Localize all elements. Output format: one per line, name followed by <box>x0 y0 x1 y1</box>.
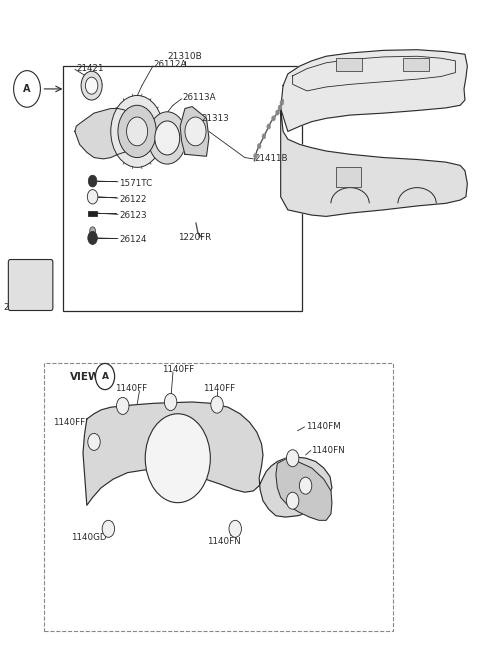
Circle shape <box>88 175 97 187</box>
Text: 1220FR: 1220FR <box>178 233 211 242</box>
Polygon shape <box>276 458 332 520</box>
Text: 26124: 26124 <box>120 235 147 244</box>
Text: A: A <box>23 84 31 94</box>
Polygon shape <box>180 107 209 157</box>
Circle shape <box>287 450 299 467</box>
Text: 26122: 26122 <box>120 195 147 204</box>
Text: 21421: 21421 <box>76 64 104 73</box>
Polygon shape <box>75 109 137 159</box>
Circle shape <box>278 105 282 110</box>
Circle shape <box>148 112 186 164</box>
Circle shape <box>117 398 129 415</box>
Text: A: A <box>102 372 108 381</box>
Circle shape <box>102 520 115 537</box>
Circle shape <box>229 520 241 537</box>
Circle shape <box>90 227 96 234</box>
Circle shape <box>267 124 271 129</box>
Circle shape <box>127 117 148 146</box>
Bar <box>88 210 97 216</box>
Circle shape <box>145 414 210 502</box>
Circle shape <box>280 100 284 105</box>
Circle shape <box>87 189 98 204</box>
Bar <box>44 364 393 631</box>
Circle shape <box>111 96 163 168</box>
Circle shape <box>262 134 266 139</box>
Text: 1571TC: 1571TC <box>120 179 153 187</box>
Text: 26113A: 26113A <box>182 93 216 102</box>
Text: 1140FF: 1140FF <box>53 418 85 427</box>
Bar <box>336 168 360 187</box>
Circle shape <box>96 364 115 390</box>
Circle shape <box>88 231 97 244</box>
Text: 26123: 26123 <box>120 211 147 220</box>
Circle shape <box>81 71 102 100</box>
Text: 21310B: 21310B <box>168 52 203 61</box>
Polygon shape <box>281 50 468 132</box>
Circle shape <box>118 105 156 158</box>
Bar <box>63 66 302 311</box>
Text: 1140FN: 1140FN <box>207 537 241 546</box>
Circle shape <box>88 434 100 451</box>
Text: 26300: 26300 <box>3 303 31 312</box>
Text: 1140FF: 1140FF <box>115 384 147 394</box>
Polygon shape <box>83 402 332 517</box>
Circle shape <box>287 492 299 509</box>
FancyBboxPatch shape <box>8 259 53 310</box>
Circle shape <box>272 116 276 121</box>
Circle shape <box>164 394 177 411</box>
Polygon shape <box>281 109 468 216</box>
Bar <box>403 58 429 71</box>
Text: VIEW: VIEW <box>70 371 101 381</box>
Circle shape <box>211 396 223 413</box>
Text: 21313: 21313 <box>202 114 229 123</box>
Text: 1140FM: 1140FM <box>306 422 341 432</box>
Circle shape <box>185 117 206 146</box>
Bar <box>336 58 362 71</box>
Circle shape <box>13 71 40 107</box>
Circle shape <box>85 77 98 94</box>
Text: 26112A: 26112A <box>154 60 187 69</box>
Text: 1140FF: 1140FF <box>162 365 194 375</box>
Circle shape <box>155 121 180 155</box>
Circle shape <box>300 477 312 494</box>
Text: 1140GD: 1140GD <box>72 533 107 542</box>
Circle shape <box>257 143 261 149</box>
Circle shape <box>253 153 257 159</box>
Text: 1140FF: 1140FF <box>203 384 235 394</box>
Text: 21411B: 21411B <box>254 155 288 163</box>
Circle shape <box>276 110 279 115</box>
Text: 1140FN: 1140FN <box>311 446 345 455</box>
